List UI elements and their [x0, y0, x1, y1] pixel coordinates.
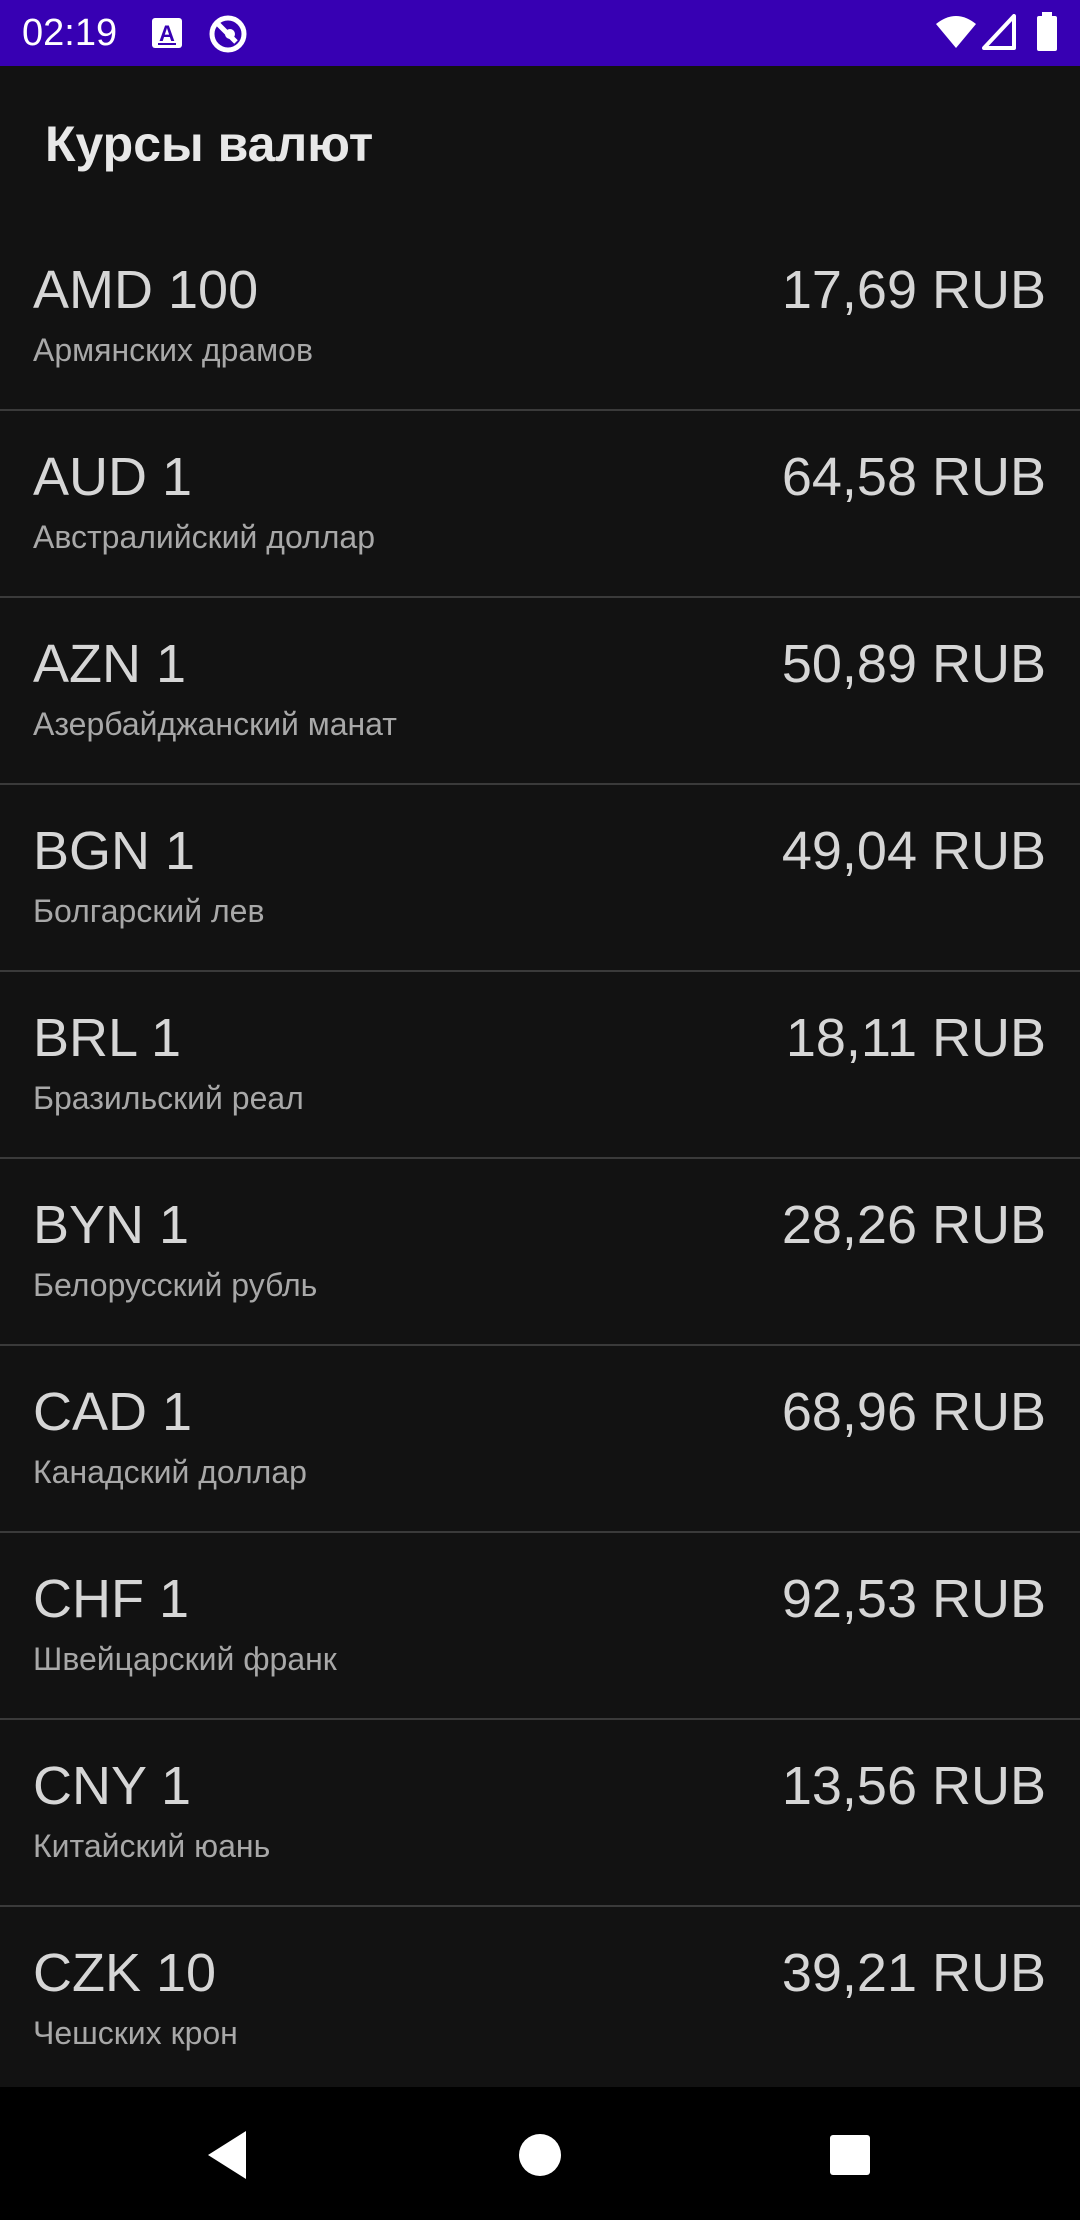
currency-name: Азербайджанский манат	[33, 706, 397, 742]
currency-rate-list[interactable]: AMD 100 Армянских драмов 17,69 RUB AUD 1…	[0, 224, 1080, 2094]
currency-rate-value: 92,53 RUB	[781, 1569, 1046, 1629]
svg-text:A: A	[159, 21, 175, 46]
currency-name: Чешских крон	[33, 2015, 238, 2051]
list-item[interactable]: CZK 10 Чешских крон 39,21 RUB	[0, 1907, 1080, 2094]
currency-rate-value: 50,89 RUB	[781, 634, 1046, 694]
currency-code: CNY 1	[33, 1756, 192, 1816]
back-icon[interactable]	[200, 2125, 260, 2185]
list-item[interactable]: AMD 100 Армянских драмов 17,69 RUB	[0, 224, 1080, 411]
list-item[interactable]: AUD 1 Австралийский доллар 64,58 RUB	[0, 411, 1080, 598]
currency-rate-value: 13,56 RUB	[781, 1756, 1046, 1816]
currency-name: Болгарский лев	[33, 893, 265, 929]
currency-rate-value: 49,04 RUB	[781, 821, 1046, 881]
currency-name: Австралийский доллар	[33, 519, 375, 555]
app-bar: Курсы валют	[0, 66, 1080, 224]
list-item[interactable]: BRL 1 Бразильский реал 18,11 RUB	[0, 972, 1080, 1159]
home-icon[interactable]	[510, 2125, 570, 2185]
currency-code: BRL 1	[33, 1008, 182, 1068]
circle-logo-icon	[208, 14, 248, 53]
currency-name: Армянских драмов	[33, 332, 313, 368]
list-item[interactable]: BYN 1 Белорусский рубль 28,26 RUB	[0, 1159, 1080, 1346]
currency-code: AZN 1	[33, 634, 187, 694]
list-item[interactable]: AZN 1 Азербайджанский манат 50,89 RUB	[0, 598, 1080, 785]
currency-code: BYN 1	[33, 1195, 190, 1255]
recents-icon[interactable]	[820, 2125, 880, 2185]
currency-name: Швейцарский франк	[33, 1641, 337, 1677]
currency-rate-value: 17,69 RUB	[781, 260, 1046, 320]
currency-rate-value: 39,21 RUB	[781, 1943, 1046, 2003]
list-item[interactable]: CAD 1 Канадский доллар 68,96 RUB	[0, 1346, 1080, 1533]
currency-code: AMD 100	[33, 260, 259, 320]
currency-code: AUD 1	[33, 447, 193, 507]
status-time: 02:19	[22, 12, 118, 54]
list-item[interactable]: CHF 1 Швейцарский франк 92,53 RUB	[0, 1533, 1080, 1720]
currency-rate-value: 64,58 RUB	[781, 447, 1046, 507]
list-item[interactable]: BGN 1 Болгарский лев 49,04 RUB	[0, 785, 1080, 972]
list-item[interactable]: CNY 1 Китайский юань 13,56 RUB	[0, 1720, 1080, 1907]
signal-icon	[982, 14, 1016, 52]
currency-name: Бразильский реал	[33, 1080, 304, 1116]
currency-rate-value: 18,11 RUB	[785, 1008, 1046, 1068]
wifi-icon	[934, 14, 978, 52]
currency-name: Белорусский рубль	[33, 1267, 318, 1303]
page-title: Курсы валют	[45, 116, 374, 172]
navigation-bar	[0, 2087, 1080, 2220]
currency-rate-value: 28,26 RUB	[781, 1195, 1046, 1255]
currency-code: BGN 1	[33, 821, 196, 881]
currency-rate-value: 68,96 RUB	[781, 1382, 1046, 1442]
currency-name: Канадский доллар	[33, 1454, 307, 1490]
currency-code: CHF 1	[33, 1569, 190, 1629]
currency-name: Китайский юань	[33, 1828, 271, 1864]
keyboard-a-icon: A	[150, 16, 184, 54]
battery-icon	[1036, 12, 1058, 51]
currency-code: CAD 1	[33, 1382, 193, 1442]
status-bar: 02:19 A	[0, 0, 1080, 66]
currency-code: CZK 10	[33, 1943, 217, 2003]
